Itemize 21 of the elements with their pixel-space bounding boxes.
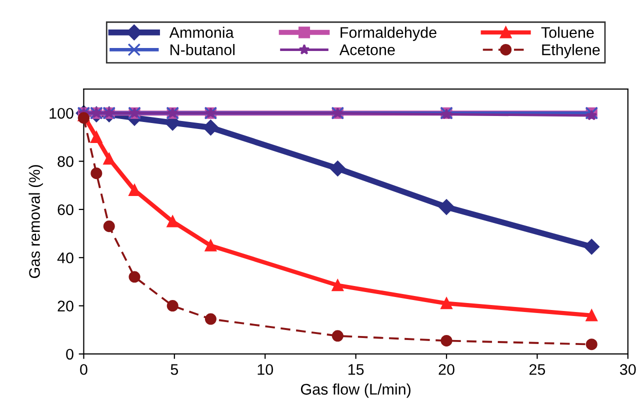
y-tick-label: 60 [58,204,74,216]
x-tick-label: 15 [348,364,364,375]
legend-label: Toluene [541,26,594,38]
y-tick-label: 40 [57,252,74,264]
x-tick-label: 30 [620,364,636,375]
x-axis-title: Gas flow (L/min) [300,383,410,398]
x-tick-label: 5 [170,364,178,375]
legend-label: Ethylene [542,44,600,58]
x-tick-label: 0 [80,364,88,375]
y-tick-label: 80 [58,156,74,167]
y-axis-title: Gas removal (%) [28,165,43,278]
legend-label: Acetone [339,44,395,56]
y-tick-label: 20 [58,300,74,312]
y-tick-label: 0 [66,348,74,360]
legend-label: Ammonia [169,26,234,38]
x-tick-label: 20 [438,364,454,375]
x-tick-label: 25 [529,364,546,375]
y-tick-label: 100 [50,108,74,119]
legend-label: N-butanol [170,44,234,56]
x-tick-label: 10 [258,364,274,375]
legend-label: Formaldehyde [340,26,436,41]
